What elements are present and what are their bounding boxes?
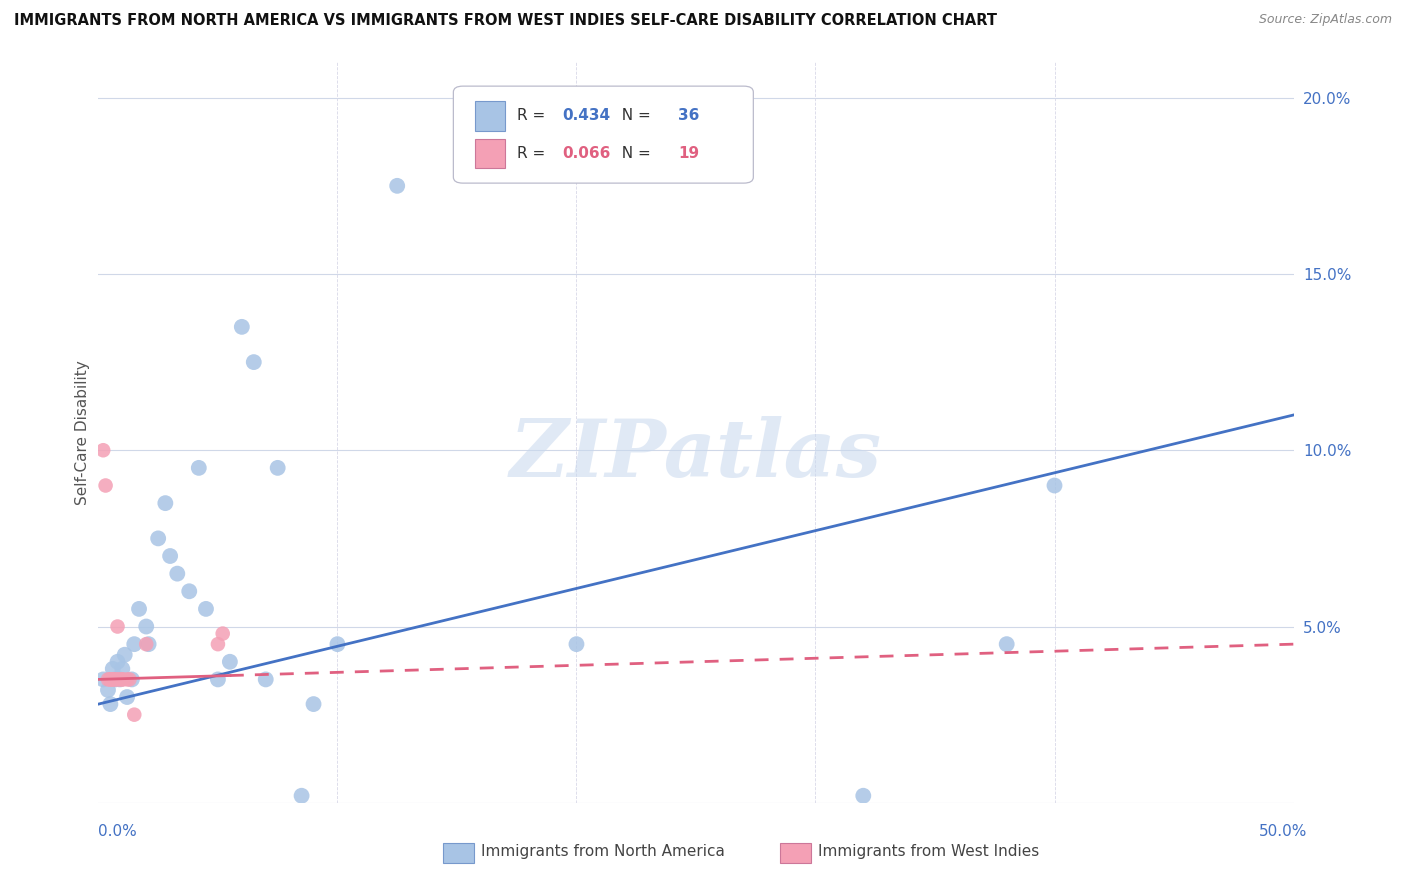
Point — [101, 673, 124, 687]
Point — [98, 673, 122, 687]
Point — [101, 662, 124, 676]
Point — [97, 683, 120, 698]
Point — [94, 478, 117, 492]
Point — [291, 789, 314, 803]
Point — [118, 673, 141, 687]
Text: 50.0%: 50.0% — [1260, 824, 1308, 838]
Point — [211, 626, 233, 640]
Text: Immigrants from West Indies: Immigrants from West Indies — [818, 845, 1039, 859]
Text: IMMIGRANTS FROM NORTH AMERICA VS IMMIGRANTS FROM WEST INDIES SELF-CARE DISABILIT: IMMIGRANTS FROM NORTH AMERICA VS IMMIGRA… — [14, 13, 997, 29]
Text: 0.0%: 0.0% — [98, 824, 138, 838]
Point — [128, 602, 150, 616]
Point — [385, 178, 409, 193]
Point — [97, 673, 120, 687]
Point — [104, 673, 127, 687]
Text: 0.066: 0.066 — [562, 146, 610, 161]
Point — [115, 690, 138, 704]
Y-axis label: Self-Care Disability: Self-Care Disability — [75, 360, 90, 505]
Point — [101, 673, 124, 687]
Text: N =: N = — [613, 146, 657, 161]
Text: R =: R = — [517, 146, 550, 161]
Point — [195, 602, 218, 616]
Point — [98, 673, 122, 687]
Point — [138, 637, 160, 651]
FancyBboxPatch shape — [475, 101, 505, 131]
Point — [115, 673, 138, 687]
Text: N =: N = — [613, 109, 657, 123]
Point — [108, 673, 131, 687]
Text: 19: 19 — [678, 146, 699, 161]
Text: 36: 36 — [678, 109, 699, 123]
Point — [107, 673, 129, 687]
Point — [219, 655, 242, 669]
Point — [111, 662, 134, 676]
Point — [267, 461, 290, 475]
Point — [166, 566, 188, 581]
Point — [104, 673, 127, 687]
Point — [111, 673, 134, 687]
Point — [111, 673, 134, 687]
Text: R =: R = — [517, 109, 550, 123]
Point — [1043, 478, 1066, 492]
Point — [121, 673, 143, 687]
Point — [995, 637, 1018, 651]
Point — [254, 673, 277, 687]
Point — [852, 789, 875, 803]
Point — [302, 697, 325, 711]
Point — [231, 319, 253, 334]
Point — [207, 637, 229, 651]
Point — [98, 697, 122, 711]
Point — [91, 673, 114, 687]
Point — [124, 707, 146, 722]
Point — [135, 637, 157, 651]
Point — [326, 637, 349, 651]
Point — [187, 461, 209, 475]
Text: ZIPatlas: ZIPatlas — [510, 416, 882, 493]
Text: 0.434: 0.434 — [562, 109, 610, 123]
Point — [114, 648, 136, 662]
Point — [107, 655, 129, 669]
Point — [207, 673, 229, 687]
FancyBboxPatch shape — [453, 87, 754, 183]
Point — [159, 549, 181, 563]
Point — [148, 532, 170, 546]
Point — [107, 619, 129, 633]
Point — [135, 619, 157, 633]
Point — [155, 496, 177, 510]
Point — [91, 443, 114, 458]
Point — [124, 637, 146, 651]
Point — [108, 673, 131, 687]
Point — [243, 355, 266, 369]
Text: Source: ZipAtlas.com: Source: ZipAtlas.com — [1258, 13, 1392, 27]
Point — [179, 584, 201, 599]
Point — [565, 637, 588, 651]
FancyBboxPatch shape — [475, 138, 505, 169]
Text: Immigrants from North America: Immigrants from North America — [481, 845, 724, 859]
